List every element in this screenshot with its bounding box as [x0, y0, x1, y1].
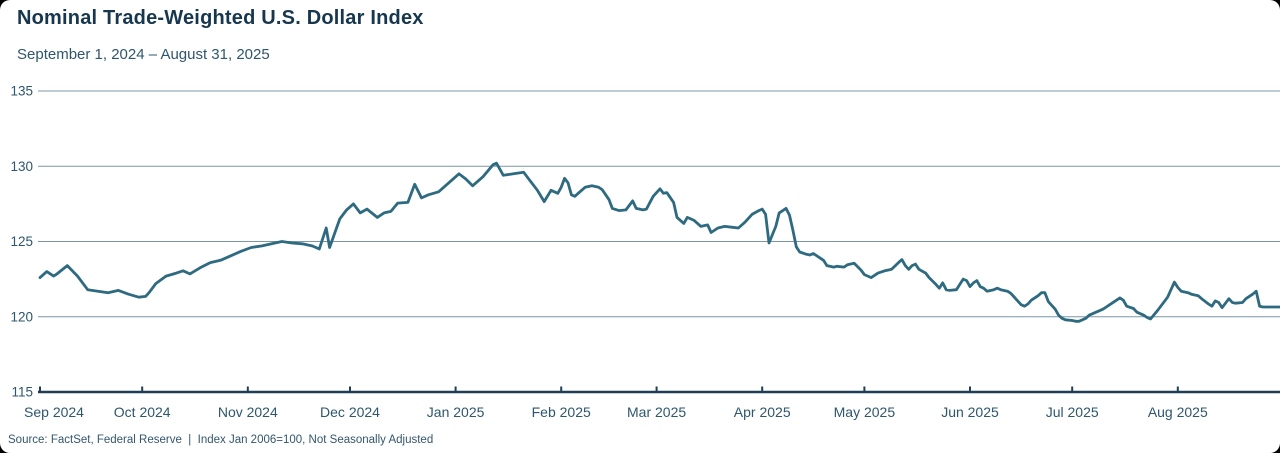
x-tick-label: Feb 2025	[532, 404, 591, 420]
x-axis-ticks	[39, 386, 1179, 393]
y-tick-label: 130	[10, 159, 33, 174]
y-axis-labels: 135 130 125 120 115	[10, 84, 33, 400]
x-tick-label: Jul 2025	[1046, 404, 1099, 420]
x-tick-label: Nov 2024	[218, 404, 278, 420]
x-tick-label: Mar 2025	[627, 404, 686, 420]
gridlines	[38, 90, 1280, 394]
x-tick-label: Aug 2025	[1148, 404, 1208, 420]
x-tick-label: Apr 2025	[734, 404, 791, 420]
x-tick-label: May 2025	[834, 404, 896, 420]
y-tick-label: 125	[10, 234, 33, 249]
x-tick-label: Dec 2024	[320, 404, 380, 420]
x-axis-labels: Sep 2024 Oct 2024 Nov 2024 Dec 2024 Jan 2025…	[24, 404, 1208, 420]
y-tick-label: 120	[10, 309, 33, 324]
dollar-index-series-line	[38, 161, 1280, 323]
x-tick-label: Jan 2025	[427, 404, 485, 420]
y-tick-label: 115	[11, 385, 33, 400]
chart-title: Nominal Trade-Weighted U.S. Dollar Index	[17, 7, 424, 29]
x-tick-label: Jun 2025	[941, 404, 999, 420]
source-note: Source: FactSet, Federal Reserve | Index…	[8, 434, 434, 446]
y-tick-label: 135	[10, 84, 33, 99]
x-tick-label: Oct 2024	[114, 404, 171, 420]
chart-subtitle: September 1, 2024 – August 31, 2025	[17, 46, 270, 63]
x-tick-label: Sep 2024	[24, 404, 84, 420]
